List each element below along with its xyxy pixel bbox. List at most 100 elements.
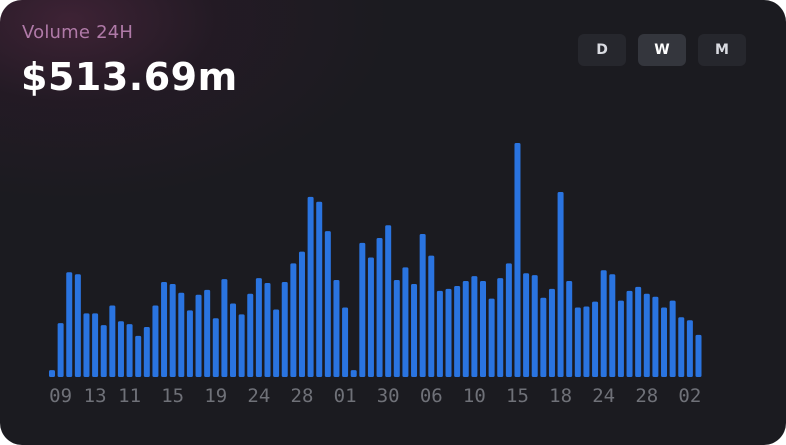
volume-bar[interactable] [557, 191, 564, 377]
volume-bar[interactable] [135, 335, 142, 378]
x-tick-label: 28 [291, 385, 314, 407]
volume-bar[interactable] [57, 323, 64, 377]
volume-bar[interactable] [609, 274, 616, 377]
volume-bar[interactable] [350, 370, 357, 377]
volume-bar[interactable] [669, 300, 676, 378]
volume-bar[interactable] [169, 283, 176, 377]
volume-bar[interactable] [376, 237, 383, 377]
volume-bar[interactable] [109, 305, 116, 377]
volume-value: $513.69m [21, 55, 238, 99]
timeframe-day-button[interactable]: D [578, 34, 626, 66]
volume-bar[interactable] [195, 294, 202, 377]
volume-bar[interactable] [143, 327, 150, 377]
bars-group [49, 142, 702, 378]
volume-bar[interactable] [635, 286, 642, 377]
volume-bar[interactable] [281, 282, 288, 377]
timeframe-month-button[interactable]: M [698, 34, 746, 66]
volume-bar[interactable] [454, 285, 461, 377]
volume-bar[interactable] [126, 324, 133, 378]
volume-bar[interactable] [161, 282, 168, 377]
volume-bar[interactable] [523, 273, 530, 377]
volume-bar[interactable] [471, 276, 478, 377]
volume-bar[interactable] [49, 370, 55, 377]
volume-bar[interactable] [480, 281, 486, 377]
timeframe-selector: D W M [578, 34, 746, 66]
volume-bar[interactable] [531, 275, 538, 377]
volume-bar[interactable] [290, 263, 297, 377]
volume-bar[interactable] [626, 290, 633, 377]
volume-bar[interactable] [324, 231, 331, 377]
volume-bar[interactable] [359, 242, 366, 377]
x-tick-label: 01 [334, 385, 357, 407]
volume-bar[interactable] [436, 290, 443, 377]
x-tick-label: 28 [635, 385, 658, 407]
x-tick-label: 19 [204, 385, 227, 407]
volume-bar[interactable] [255, 278, 262, 377]
volume-bar[interactable] [488, 298, 495, 377]
volume-bar[interactable] [316, 201, 323, 377]
volume-bar[interactable] [178, 292, 185, 377]
volume-bar[interactable] [342, 307, 349, 377]
volume-bar[interactable] [264, 283, 271, 377]
x-axis-ticks: 09 13 11 15 19 24 28 01 30 06 10 15 18 24 28 02 [49, 385, 701, 407]
volume-bar[interactable] [419, 234, 426, 377]
x-tick-label: 10 [463, 385, 486, 407]
timeframe-week-button[interactable]: W [638, 34, 686, 66]
volume-bar[interactable] [678, 317, 685, 377]
volume-bar[interactable] [497, 278, 504, 377]
volume-bar[interactable] [66, 272, 73, 377]
volume-bar[interactable] [152, 305, 159, 377]
x-tick-label: 15 [506, 385, 529, 407]
volume-bar[interactable] [74, 274, 81, 377]
x-tick-label: 24 [592, 385, 615, 407]
x-tick-label: 09 [49, 385, 72, 407]
volume-bar[interactable] [643, 293, 650, 377]
volume-bar[interactable] [230, 303, 237, 377]
x-tick-label: 11 [118, 385, 141, 407]
volume-bar[interactable] [686, 320, 693, 377]
volume-bar[interactable] [186, 310, 193, 377]
volume-bar[interactable] [574, 307, 581, 377]
volume-bar[interactable] [83, 313, 90, 377]
card-title: Volume 24H [22, 22, 134, 43]
volume-bar[interactable] [514, 142, 521, 377]
x-tick-label: 18 [549, 385, 572, 407]
volume-bar[interactable] [548, 288, 555, 378]
volume-bar[interactable] [273, 309, 280, 377]
volume-bar[interactable] [212, 318, 219, 377]
volume-bar[interactable] [100, 325, 107, 377]
volume-bar[interactable] [298, 251, 305, 377]
volume-bar[interactable] [333, 280, 340, 377]
x-tick-label: 02 [678, 385, 701, 407]
volume-bar[interactable] [385, 225, 392, 377]
volume-bar[interactable] [221, 279, 228, 377]
volume-bar[interactable] [204, 289, 211, 377]
x-tick-label: 30 [377, 385, 400, 407]
volume-bar[interactable] [92, 313, 99, 377]
volume-bar[interactable] [393, 280, 400, 377]
volume-bar[interactable] [566, 281, 573, 377]
volume-bar[interactable] [661, 307, 668, 377]
volume-bar[interactable] [117, 321, 124, 377]
volume-bar[interactable] [428, 255, 435, 377]
volume-bar[interactable] [411, 283, 418, 377]
volume-bar[interactable] [540, 297, 547, 377]
x-tick-label: 15 [161, 385, 184, 407]
volume-bar[interactable] [367, 257, 374, 377]
volume-bar[interactable] [695, 334, 702, 377]
volume-bar[interactable] [592, 301, 599, 377]
volume-bar[interactable] [652, 296, 659, 377]
x-tick-label: 13 [84, 385, 107, 407]
volume-bar[interactable] [462, 281, 469, 377]
volume-bar[interactable] [402, 267, 409, 377]
volume-bar[interactable] [617, 300, 624, 378]
volume-bar[interactable] [600, 270, 607, 377]
volume-bar[interactable] [505, 263, 512, 377]
volume-bar[interactable] [238, 314, 245, 377]
volume-bar[interactable] [583, 306, 590, 378]
volume-bar[interactable] [307, 196, 314, 377]
volume-bar[interactable] [247, 293, 254, 377]
volume-bar[interactable] [445, 288, 452, 378]
